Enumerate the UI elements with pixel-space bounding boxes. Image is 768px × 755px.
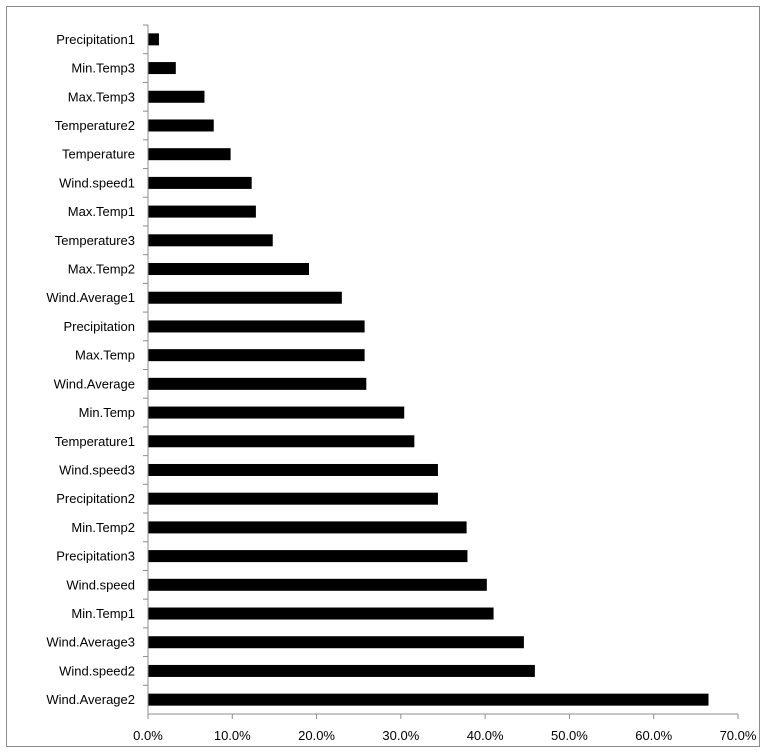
category-label: Precipitation [63, 319, 135, 334]
bar [148, 90, 205, 103]
category-label: Wind.Average [54, 376, 135, 391]
bar [148, 33, 159, 46]
bar [148, 176, 252, 189]
category-label: Min.Temp1 [71, 606, 135, 621]
x-tick-label: 70.0% [720, 728, 757, 743]
category-label: Temperature1 [55, 434, 135, 449]
category-label: Temperature2 [55, 118, 135, 133]
bar [148, 263, 309, 276]
x-tick-label: 30.0% [382, 728, 419, 743]
category-label: Max.Temp1 [68, 204, 135, 219]
category-label: Precipitation1 [56, 32, 135, 47]
category-label: Wind.speed1 [59, 175, 135, 190]
bar [148, 349, 365, 362]
chart-frame [6, 6, 760, 747]
bar [148, 320, 365, 333]
x-tick-label: 10.0% [214, 728, 251, 743]
labels-layer: Precipitation1 Min.Temp3 Max.Temp3 Temperat… [46, 32, 757, 743]
bars-layer [148, 33, 709, 706]
x-tick-label: 0.0% [133, 728, 163, 743]
bar [148, 521, 467, 534]
category-label: Max.Temp [75, 348, 135, 363]
category-label: Wind.speed3 [59, 462, 135, 477]
bar [148, 435, 415, 448]
category-label: Wind.Average2 [46, 692, 135, 707]
category-label: Wind.Average3 [46, 635, 135, 650]
category-label: Wind.speed [66, 577, 135, 592]
bar [148, 664, 535, 677]
bar [148, 234, 273, 247]
category-label: Max.Temp3 [68, 89, 135, 104]
bar [148, 291, 342, 304]
bar [148, 463, 438, 476]
category-label: Min.Temp2 [71, 520, 135, 535]
x-tick-label: 20.0% [298, 728, 335, 743]
bar [148, 693, 709, 706]
bar [148, 607, 494, 620]
category-label: Wind.speed2 [59, 663, 135, 678]
category-label: Min.Temp3 [71, 61, 135, 76]
x-tick-label: 60.0% [635, 728, 672, 743]
bar [148, 119, 214, 132]
category-label: Temperature [62, 147, 135, 162]
bar [148, 550, 468, 563]
category-label: Min.Temp [79, 405, 135, 420]
category-label: Max.Temp2 [68, 262, 135, 277]
bar [148, 62, 176, 75]
bar [148, 492, 438, 505]
bar [148, 205, 256, 218]
bar [148, 636, 524, 649]
category-label: Wind.Average1 [46, 290, 135, 305]
category-label: Temperature3 [55, 233, 135, 248]
bar [148, 377, 367, 390]
x-tick-label: 40.0% [467, 728, 504, 743]
x-tick-label: 50.0% [551, 728, 588, 743]
category-label: Precipitation2 [56, 491, 135, 506]
bar [148, 406, 405, 419]
bar [148, 578, 487, 591]
category-label: Precipitation3 [56, 549, 135, 564]
axes-layer [143, 24, 739, 719]
bar [148, 148, 231, 161]
